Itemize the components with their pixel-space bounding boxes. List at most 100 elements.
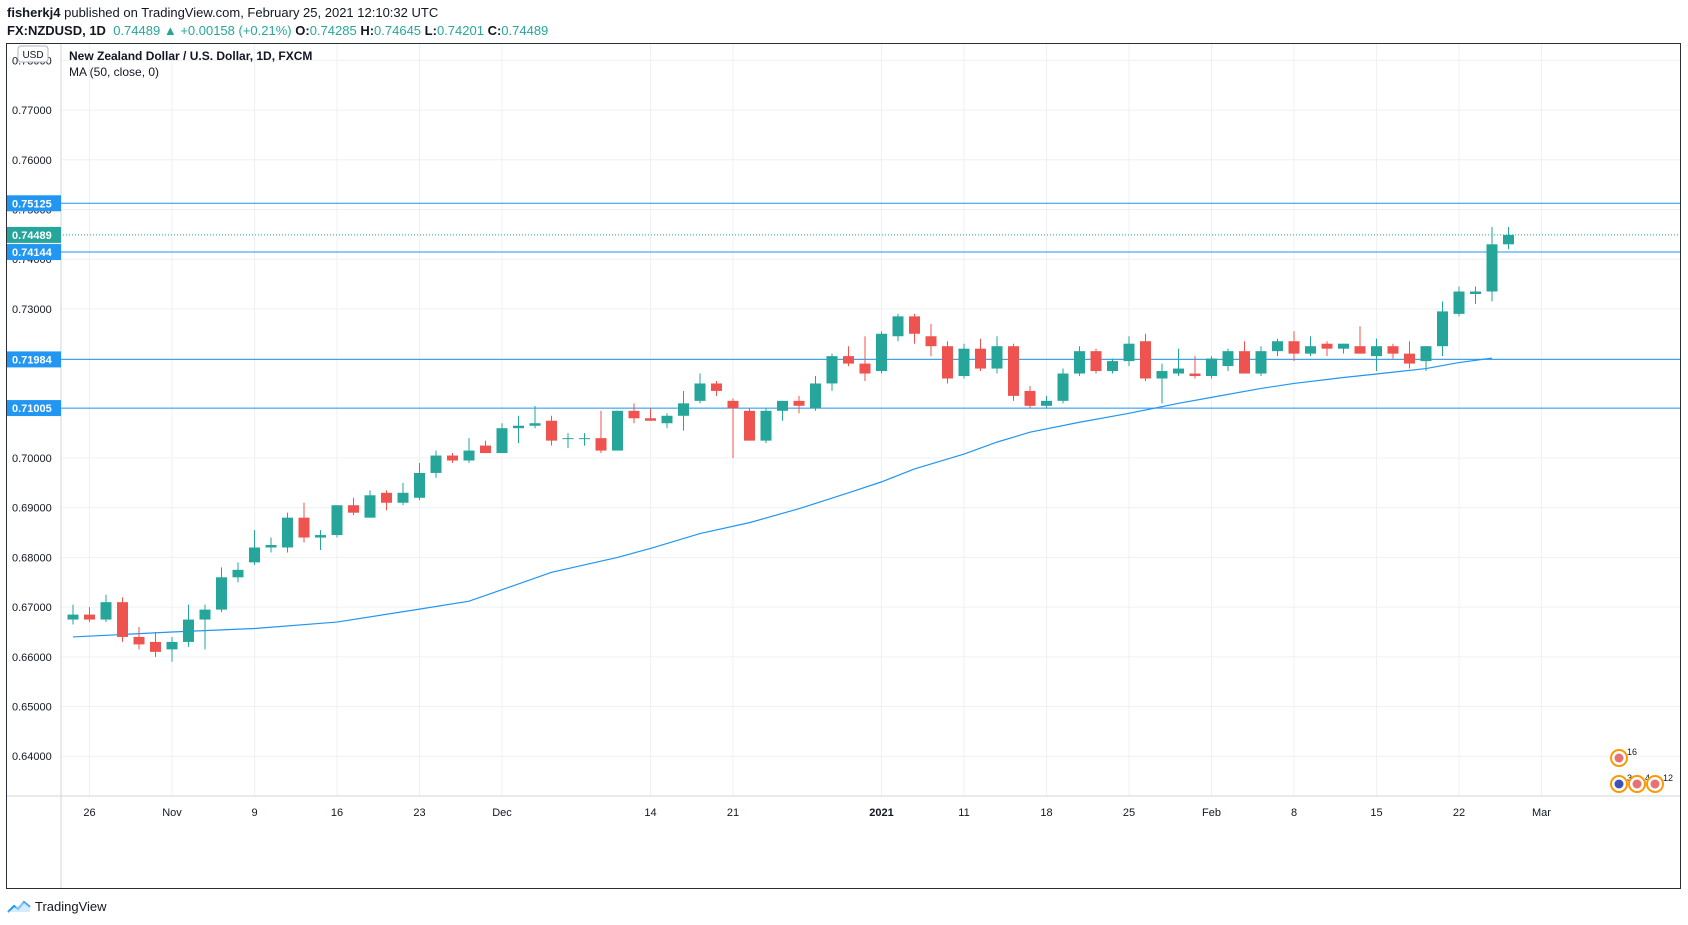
x-tick-label: 18 [1040, 807, 1052, 819]
candle-body [1354, 346, 1366, 354]
candle-body [826, 356, 838, 384]
candle-body [166, 641, 178, 650]
candle-body [1156, 371, 1168, 379]
symbol-label[interactable]: FX:NZDUSD, 1D [7, 23, 106, 38]
price-label-bg [6, 244, 61, 261]
candle-body [183, 619, 194, 642]
candle-body [1387, 346, 1399, 354]
x-tick-label: 15 [1370, 807, 1382, 819]
candle-body [744, 410, 755, 441]
candle-body [199, 609, 211, 620]
candle-body [1140, 341, 1151, 379]
publisher-name[interactable]: fisherkj4 [7, 5, 61, 20]
candle-body [249, 547, 260, 563]
candle-body [1404, 353, 1415, 364]
candle-body [348, 505, 359, 513]
y-tick-label: 0.66000 [12, 652, 52, 664]
indicator-label: MA (50, close, 0) [69, 65, 159, 79]
candle-body [678, 403, 689, 416]
currency-label: USD [22, 50, 43, 61]
candle-body [216, 577, 227, 610]
x-tick-label: 14 [644, 807, 656, 819]
candle-body [1486, 244, 1498, 292]
candle-body [876, 333, 887, 372]
candle-body [628, 410, 640, 419]
candle-body [1503, 234, 1514, 245]
chart-title: New Zealand Dollar / U.S. Dollar, 1D, FX… [69, 49, 312, 63]
last-price: 0.74489 [113, 23, 161, 38]
y-tick-label: 0.73000 [12, 304, 52, 316]
event-flag-icon [1632, 779, 1642, 789]
candle-body [1453, 291, 1465, 314]
chart-frame [6, 43, 1681, 889]
y-tick-label: 0.77000 [12, 105, 52, 117]
x-tick-label: 8 [1291, 807, 1297, 819]
candle-body [1024, 390, 1036, 406]
open-value: 0.74285 [309, 23, 357, 38]
y-tick-label: 0.70000 [12, 453, 52, 465]
x-tick-label: 11 [958, 807, 969, 819]
price-chart[interactable]: 0.780000.770000.760000.750000.740000.730… [6, 43, 1681, 889]
x-tick-label: 21 [727, 807, 739, 819]
high-value: 0.74645 [374, 23, 422, 38]
price-label: 0.71984 [12, 354, 53, 366]
last-price-label-bg [6, 226, 61, 243]
y-tick-label: 0.65000 [12, 702, 52, 714]
price-label-bg [6, 351, 61, 368]
price-label: 0.75125 [12, 198, 52, 210]
candle-body [612, 410, 623, 451]
candle-body [381, 492, 392, 503]
ma50-line [72, 357, 1493, 638]
candle-body [793, 400, 805, 406]
candle-body [496, 428, 508, 454]
candle-body [942, 346, 953, 379]
y-tick-label: 0.68000 [12, 552, 52, 564]
event-count: 4 [1645, 773, 1650, 783]
candle-body [430, 455, 442, 473]
x-tick-label: 22 [1453, 807, 1465, 819]
event-flag-icon [1614, 779, 1624, 789]
candle-body [711, 383, 722, 391]
candle-body [1123, 343, 1135, 362]
y-tick-label: 0.76000 [12, 155, 52, 167]
candle-body [529, 423, 541, 426]
candle-body [1371, 346, 1382, 357]
candle-body [579, 438, 590, 440]
candle-body [1041, 400, 1052, 406]
x-tick-label: 25 [1123, 807, 1135, 819]
candle-body [1255, 351, 1267, 374]
x-tick-label: 9 [251, 807, 257, 819]
candle-body [67, 614, 79, 620]
candle-body [1107, 361, 1118, 372]
symbol-info-bar: FX:NZDUSD, 1D 0.74489 ▲ +0.00158 (+0.21%… [7, 23, 548, 38]
x-tick-label: Dec [492, 807, 512, 819]
candle-body [645, 418, 656, 421]
candle-body [1338, 343, 1349, 349]
footer: TradingView [7, 898, 107, 914]
event-flag-icon [1650, 779, 1660, 789]
candle-body [84, 614, 95, 620]
candle-body [1305, 346, 1316, 354]
candle-body [1008, 346, 1019, 396]
candle-body [150, 641, 161, 652]
candle-body [480, 445, 491, 454]
change-arrow-icon: ▲ [163, 23, 177, 38]
candle-body [760, 410, 772, 441]
close-value: 0.74489 [501, 23, 549, 38]
candle-body [958, 348, 970, 377]
candle-body [315, 535, 326, 538]
x-tick-label: Feb [1202, 807, 1221, 819]
change-value: +0.00158 (+0.21%) [180, 23, 292, 38]
price-label: 0.71005 [12, 403, 52, 415]
candle-body [595, 438, 607, 451]
tradingview-brand[interactable]: TradingView [35, 898, 107, 914]
candle-body [265, 545, 277, 548]
close-label: C: [487, 23, 502, 38]
x-tick-label: 16 [331, 807, 343, 819]
candle-body [562, 438, 574, 440]
candle-body [892, 316, 904, 337]
candle-body [117, 602, 128, 637]
candle-body [1321, 343, 1333, 349]
candle-body [1437, 311, 1448, 347]
candle-body [661, 415, 673, 424]
